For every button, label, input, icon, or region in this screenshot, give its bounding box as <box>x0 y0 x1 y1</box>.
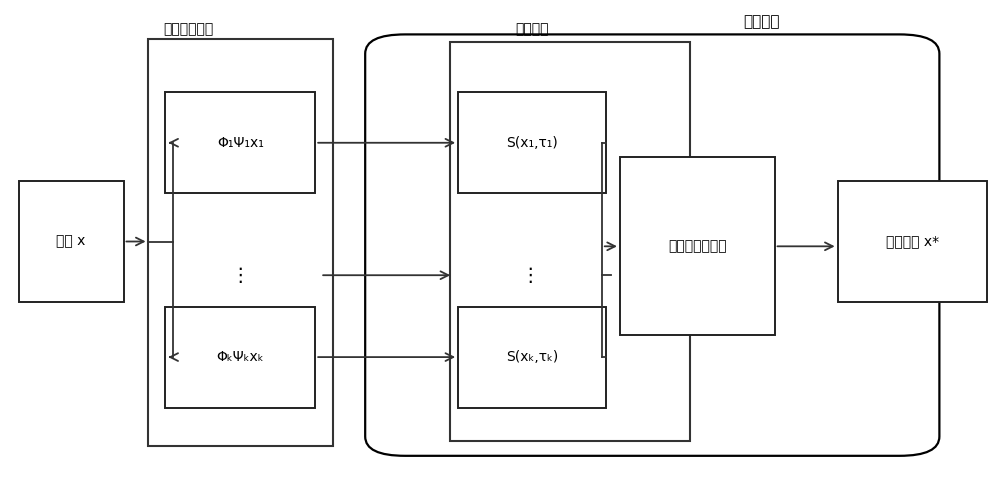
Bar <box>165 92 315 193</box>
Text: ΦₖΨₖxₖ: ΦₖΨₖxₖ <box>217 350 264 364</box>
Bar <box>148 39 333 446</box>
Text: 信号输出 x*: 信号输出 x* <box>886 235 939 248</box>
Text: 收缩阶段: 收缩阶段 <box>515 23 549 37</box>
FancyBboxPatch shape <box>365 34 939 456</box>
Text: Φ₁Ψ₁x₁: Φ₁Ψ₁x₁ <box>217 136 264 150</box>
Bar <box>458 92 606 193</box>
Bar <box>458 307 606 408</box>
Bar <box>450 42 690 441</box>
Text: 信号 x: 信号 x <box>56 235 86 248</box>
Text: 信号分块采样: 信号分块采样 <box>163 23 214 37</box>
Bar <box>165 307 315 408</box>
Text: 子空间优化阶段: 子空间优化阶段 <box>668 239 727 253</box>
Text: 信号重构: 信号重构 <box>743 14 780 29</box>
Bar <box>838 181 987 302</box>
Text: S(x₁,τ₁): S(x₁,τ₁) <box>506 136 558 150</box>
Text: ⋮: ⋮ <box>231 266 250 284</box>
Bar <box>19 181 124 302</box>
Text: ⋮: ⋮ <box>520 266 540 284</box>
Bar <box>620 157 775 335</box>
Text: S(xₖ,τₖ): S(xₖ,τₖ) <box>506 350 558 364</box>
